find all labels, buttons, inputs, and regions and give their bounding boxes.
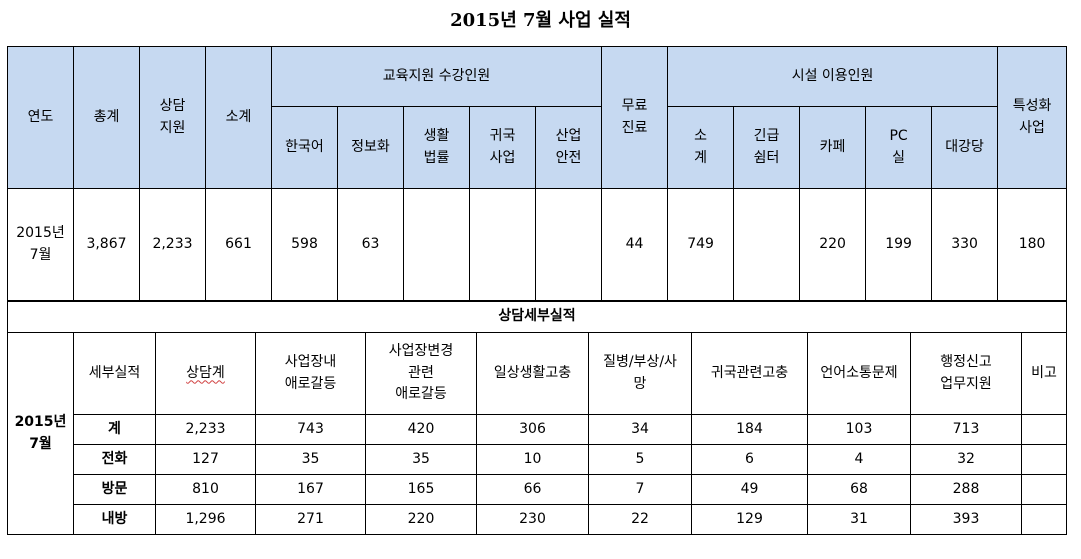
cell-korean: 598 <box>271 188 338 301</box>
cell-it: 63 <box>337 188 404 301</box>
cell-auditorium: 330 <box>931 188 999 301</box>
cell: 420 <box>365 414 477 445</box>
cell-subtotal: 661 <box>205 188 272 301</box>
header-life-law: 생활 법률 <box>403 106 470 189</box>
table-row: 내방 1,296 271 220 230 22 129 31 393 <box>8 504 1068 535</box>
header-counsel: 상담 지원 <box>139 46 206 189</box>
cell-fac-subtotal: 749 <box>667 188 735 301</box>
cell <box>1020 504 1068 535</box>
row-label: 방문 <box>73 474 156 505</box>
table-row: 전화 127 35 35 10 5 6 4 32 <box>8 444 1068 475</box>
detail-header-workplace-conflict: 사업장내 애로갈등 <box>255 332 366 415</box>
cell: 66 <box>476 474 589 505</box>
cell: 810 <box>155 474 256 505</box>
cell: 7 <box>588 474 692 505</box>
cell: 22 <box>588 504 692 535</box>
header-subtotal: 소계 <box>205 46 272 189</box>
cell: 713 <box>910 414 1022 445</box>
cell: 2,233 <box>155 414 256 445</box>
cell: 127 <box>155 444 256 475</box>
detail-header-language: 언어소통문제 <box>807 332 911 415</box>
row-label: 내방 <box>73 504 156 535</box>
summary-table: 연도 총계 상담 지원 소계 교육지원 수강인원 무료 진료 시설 이용인원 특성화… <box>7 46 1068 301</box>
cell: 6 <box>691 444 808 475</box>
page-title: 2015년 7월 사업 실적 <box>450 10 631 31</box>
header-total: 총계 <box>73 46 140 189</box>
cell-special: 180 <box>997 188 1068 301</box>
cell-life-law <box>403 188 470 301</box>
table-row: 방문 810 167 165 66 7 49 68 288 <box>8 474 1068 505</box>
cell: 288 <box>910 474 1022 505</box>
cell-industrial-safety <box>534 188 603 301</box>
cell: 393 <box>910 504 1022 535</box>
cell: 743 <box>255 414 366 445</box>
header-pc-room: PC 실 <box>865 106 933 189</box>
cell: 306 <box>476 414 589 445</box>
cell: 1,296 <box>155 504 256 535</box>
table-row: 계 2,233 743 420 306 34 184 103 713 <box>8 414 1068 445</box>
cell: 49 <box>691 474 808 505</box>
detail-header-category: 세부실적 <box>73 332 156 415</box>
cell: 31 <box>807 504 911 535</box>
cell: 184 <box>691 414 808 445</box>
row-label: 전화 <box>73 444 156 475</box>
cell-total: 3,867 <box>73 188 140 301</box>
row-label: 계 <box>73 414 156 445</box>
cell: 35 <box>255 444 366 475</box>
cell: 4 <box>807 444 911 475</box>
cell-return-biz <box>469 188 536 301</box>
cell: 68 <box>807 474 911 505</box>
cell-shelter <box>733 188 801 301</box>
cell-free-clinic: 44 <box>601 188 669 301</box>
detail-header-return: 귀국관련고충 <box>691 332 808 415</box>
header-facility-group: 시설 이용인원 <box>667 46 999 107</box>
header-shelter: 긴급 쉼터 <box>733 106 801 189</box>
cell: 32 <box>910 444 1022 475</box>
cell-year: 2015년 7월 <box>7 188 74 301</box>
cell-pc-room: 199 <box>865 188 933 301</box>
header-auditorium: 대강당 <box>931 106 999 189</box>
header-education-group: 교육지원 수강인원 <box>270 46 603 107</box>
cell: 220 <box>365 504 477 535</box>
cell-counsel: 2,233 <box>139 188 206 301</box>
cell <box>1020 444 1068 475</box>
header-free-clinic: 무료 진료 <box>601 46 669 189</box>
cell: 34 <box>588 414 692 445</box>
cell: 129 <box>691 504 808 535</box>
section-title: 상담세부실적 <box>6 301 1068 333</box>
header-year: 연도 <box>7 46 74 189</box>
cell-cafe: 220 <box>799 188 867 301</box>
cell: 165 <box>365 474 477 505</box>
cell: 167 <box>255 474 366 505</box>
detail-header-remarks: 비고 <box>1020 332 1068 415</box>
cell: 5 <box>588 444 692 475</box>
detail-header-daily-life: 일상생활고충 <box>476 332 589 415</box>
detail-header-workplace-change: 사업장변경 관련 애로갈등 <box>365 332 477 415</box>
cell: 230 <box>476 504 589 535</box>
header-it: 정보화 <box>337 106 404 189</box>
cell: 10 <box>476 444 589 475</box>
header-special: 특성화 사업 <box>997 46 1068 189</box>
header-return-biz: 귀국 사업 <box>469 106 536 189</box>
cell <box>1020 474 1068 505</box>
detail-header-admin: 행정신고 업무지원 <box>910 332 1022 415</box>
cell: 103 <box>807 414 911 445</box>
cell: 271 <box>255 504 366 535</box>
detail-table: 상담세부실적 2015년 7월 세부실적 상담계 사업장내 애로갈등 사업장변경 관련… <box>6 301 1068 535</box>
detail-header-counsel-total: 상담계 <box>155 332 256 415</box>
header-korean: 한국어 <box>271 106 338 189</box>
detail-header-illness: 질병/부상/사 망 <box>588 332 692 415</box>
header-industrial-safety: 산업 안전 <box>534 106 603 189</box>
detail-year: 2015년 7월 <box>7 332 74 535</box>
cell: 35 <box>365 444 477 475</box>
header-cafe: 카페 <box>799 106 867 189</box>
cell <box>1020 414 1068 445</box>
